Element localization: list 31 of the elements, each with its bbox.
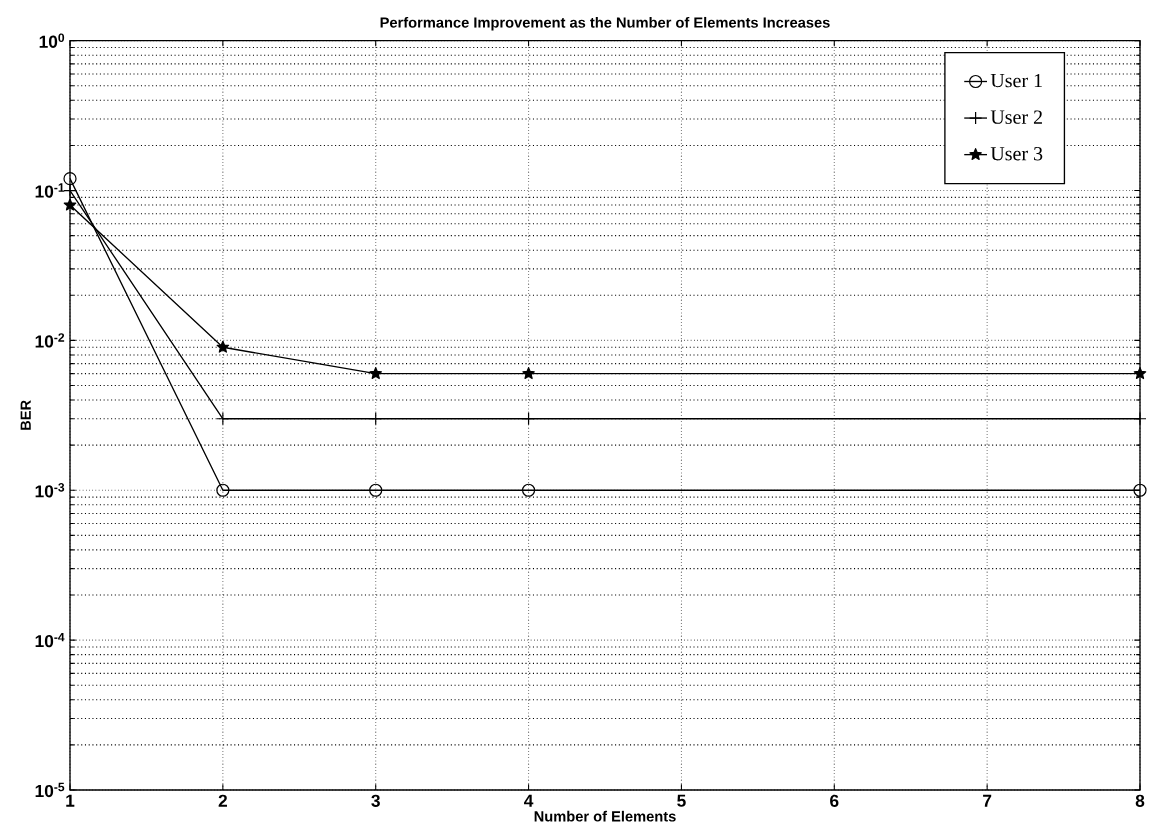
point: [1133, 367, 1147, 380]
x-tick-label: 7: [983, 794, 992, 807]
x-axis-title: Number of Elements: [534, 810, 676, 822]
x-tick-label: 6: [830, 794, 839, 807]
point: [522, 367, 535, 380]
point: [216, 340, 230, 353]
y-tick-label: 10$^{-1}$: [35, 183, 65, 198]
legend-label: User 3: [990, 147, 1043, 161]
x-tick-label: 2: [218, 794, 227, 807]
point: [521, 412, 536, 426]
legend-label: User 1: [990, 73, 1042, 88]
x-tick-label: 3: [371, 794, 380, 807]
legend-label: User 2: [990, 110, 1042, 124]
point: [63, 198, 77, 211]
x-tick-label: 5: [677, 794, 686, 807]
chart-title: Performance Improvement as the Number of Elements Increases: [380, 16, 830, 31]
y-tick-label: 10$^{-2}$: [35, 333, 65, 348]
y-axis-title: BER: [20, 400, 31, 430]
x-tick-label: 4: [524, 794, 534, 807]
point: [63, 172, 77, 186]
point: [369, 367, 383, 380]
point: [369, 483, 383, 497]
point: [216, 483, 230, 497]
x-tick-label: 8: [1135, 794, 1145, 807]
point: [521, 483, 536, 497]
y-tick-label: 10$^{-4}$: [35, 632, 65, 648]
y-tick-label: 10$^{-3}$: [35, 483, 65, 498]
point: [1133, 483, 1147, 497]
x-tick-label: 1: [66, 794, 75, 807]
y-tick-label: 10$^{0}$: [39, 33, 65, 48]
y-tick-label: 10$^{-5}$: [35, 782, 65, 798]
